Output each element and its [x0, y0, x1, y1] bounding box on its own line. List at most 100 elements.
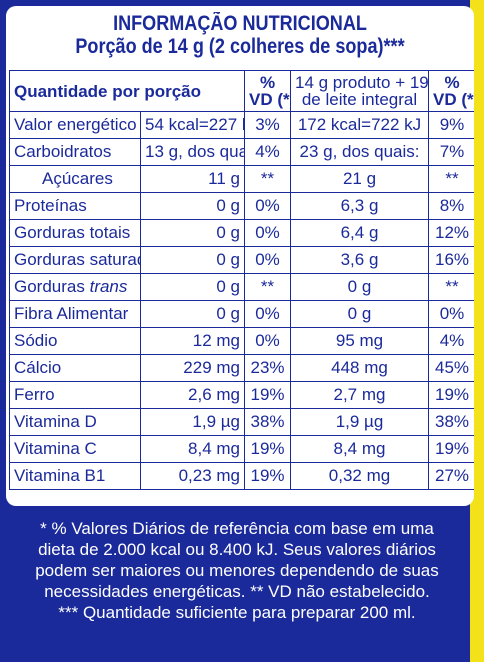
vd-with-milk-value: 0% — [428, 300, 474, 328]
footnote-line: *** Quantidade suficiente para preparar … — [58, 603, 416, 622]
vd-portion-value: 19% — [244, 435, 291, 463]
nutrient-name: Valor energético — [9, 111, 141, 139]
nutrient-name: Proteínas — [9, 192, 141, 220]
vd-with-milk-value: 45% — [428, 354, 474, 382]
nutrient-name: Gorduras totais — [9, 219, 141, 247]
vd-with-milk-value: 19% — [428, 435, 474, 463]
nutrient-name: Sódio — [9, 327, 141, 355]
vd-portion-value: 0% — [244, 192, 291, 220]
vd-with-milk-value: 16% — [428, 246, 474, 274]
vd-with-milk-value: 19% — [428, 381, 474, 409]
table-row: Vitamina B1 0,23 mg 19% 0,32 mg 27% — [9, 462, 474, 490]
nutrient-name: Gorduras saturadas — [9, 246, 141, 274]
with-milk-value: 3,6 g — [290, 246, 429, 274]
table-row: Cálcio 229 mg 23% 448 mg 45% — [9, 354, 474, 382]
table-row: Vitamina D 1,9 µg 38% 1,9 µg 38% — [9, 408, 474, 436]
with-milk-value: 172 kcal=722 kJ — [290, 111, 429, 139]
portion-subtitle: Porção de 14 g (2 colheres de sopa)*** — [75, 35, 405, 58]
nutrient-name: Vitamina D — [9, 408, 141, 436]
vd-with-milk-value: 7% — [428, 138, 474, 166]
with-milk-value: 1,9 µg — [290, 408, 429, 436]
header-with-milk-line2: de leite integral — [301, 90, 418, 109]
header-quantity: Quantidade por porção — [9, 70, 245, 112]
table-row: Vitamina C 8,4 mg 19% 8,4 mg 19% — [9, 435, 474, 463]
nutrient-name: Cálcio — [9, 354, 141, 382]
table-row: Fibra Alimentar 0 g 0% 0 g 0% — [9, 300, 474, 328]
footnote-line: dieta de 2.000 kcal ou 8.400 kJ. Seus va… — [38, 540, 436, 559]
per-portion-value: 13 g, dos quais: — [140, 138, 245, 166]
per-portion-value: 8,4 mg — [140, 435, 245, 463]
per-portion-value: 0 g — [140, 246, 245, 274]
nutrition-table: Quantidade por porção % VD (*) 14 g prod… — [9, 70, 474, 490]
with-milk-value: 448 mg — [290, 354, 429, 382]
nutrient-name: Ferro — [9, 381, 141, 409]
header-vd-with-milk: % VD (*) — [428, 70, 474, 112]
vd-with-milk-value: 8% — [428, 192, 474, 220]
with-milk-value: 95 mg — [290, 327, 429, 355]
table-row: Açúcares 11 g ** 21 g ** — [9, 165, 474, 193]
vd-portion-value: ** — [244, 273, 291, 301]
per-portion-value: 0 g — [140, 192, 245, 220]
vd-portion-value: ** — [244, 165, 291, 193]
table-row: Gorduras totais 0 g 0% 6,4 g 12% — [9, 219, 474, 247]
table-row: Proteínas 0 g 0% 6,3 g 8% — [9, 192, 474, 220]
header-vd-with-milk-line2: VD (*) — [433, 90, 474, 109]
vd-portion-value: 4% — [244, 138, 291, 166]
vd-with-milk-value: ** — [428, 165, 474, 193]
vd-portion-value: 0% — [244, 327, 291, 355]
per-portion-value: 12 mg — [140, 327, 245, 355]
nutrition-panel: INFORMAÇÃO NUTRICIONAL Porção de 14 g (2… — [6, 6, 474, 506]
footnote-line: necessidades energéticas. ** VD não esta… — [44, 582, 430, 601]
vd-with-milk-value: ** — [428, 273, 474, 301]
table-row: Gorduras saturadas 0 g 0% 3,6 g 16% — [9, 246, 474, 274]
with-milk-value: 6,4 g — [290, 219, 429, 247]
header-vd-portion-line2: VD (*) — [249, 90, 290, 109]
vd-portion-value: 23% — [244, 354, 291, 382]
with-milk-value: 0,32 mg — [290, 462, 429, 490]
vd-portion-value: 19% — [244, 462, 291, 490]
with-milk-value: 0 g — [290, 273, 429, 301]
vd-with-milk-value: 27% — [428, 462, 474, 490]
header-with-milk: 14 g produto + 190 ml de leite integral — [290, 70, 429, 112]
nutrient-name: Açúcares — [9, 165, 141, 193]
per-portion-value: 0 g — [140, 273, 245, 301]
vd-with-milk-value: 9% — [428, 111, 474, 139]
with-milk-value: 8,4 mg — [290, 435, 429, 463]
table-row: Sódio 12 mg 0% 95 mg 4% — [9, 327, 474, 355]
nutrient-name: Gorduras trans — [9, 273, 141, 301]
nutrient-name: Vitamina B1 — [9, 462, 141, 490]
table-row: Valor energético 54 kcal=227 kJ 3% 172 k… — [9, 111, 474, 139]
panel-title: INFORMAÇÃO NUTRICIONAL — [113, 12, 367, 35]
footnote-line: podem ser maiores ou menores dependendo … — [35, 561, 439, 580]
with-milk-value: 21 g — [290, 165, 429, 193]
vd-with-milk-value: 38% — [428, 408, 474, 436]
header-with-milk-line1: 14 g produto + 190 ml — [295, 73, 429, 92]
with-milk-value: 23 g, dos quais: — [290, 138, 429, 166]
with-milk-value: 0 g — [290, 300, 429, 328]
vd-with-milk-value: 12% — [428, 219, 474, 247]
nutrient-name: Vitamina C — [9, 435, 141, 463]
vd-with-milk-value: 4% — [428, 327, 474, 355]
footnotes: * % Valores Diários de referência com ba… — [8, 518, 466, 623]
table-header-row: Quantidade por porção % VD (*) 14 g prod… — [9, 70, 474, 112]
table-row: Ferro 2,6 mg 19% 2,7 mg 19% — [9, 381, 474, 409]
vd-portion-value: 0% — [244, 300, 291, 328]
vd-portion-value: 0% — [244, 246, 291, 274]
vd-portion-value: 0% — [244, 219, 291, 247]
per-portion-value: 2,6 mg — [140, 381, 245, 409]
per-portion-value: 1,9 µg — [140, 408, 245, 436]
footnote-line: * % Valores Diários de referência com ba… — [40, 519, 434, 538]
with-milk-value: 6,3 g — [290, 192, 429, 220]
per-portion-value: 11 g — [140, 165, 245, 193]
header-vd-with-milk-line1: % — [444, 73, 460, 92]
nutrient-name: Fibra Alimentar — [9, 300, 141, 328]
per-portion-value: 0 g — [140, 219, 245, 247]
per-portion-value: 229 mg — [140, 354, 245, 382]
per-portion-value: 54 kcal=227 kJ — [140, 111, 245, 139]
vd-portion-value: 3% — [244, 111, 291, 139]
table-row: Gorduras trans 0 g ** 0 g ** — [9, 273, 474, 301]
vd-portion-value: 19% — [244, 381, 291, 409]
nutrient-name: Carboidratos — [9, 138, 141, 166]
header-vd-portion: % VD (*) — [244, 70, 291, 112]
